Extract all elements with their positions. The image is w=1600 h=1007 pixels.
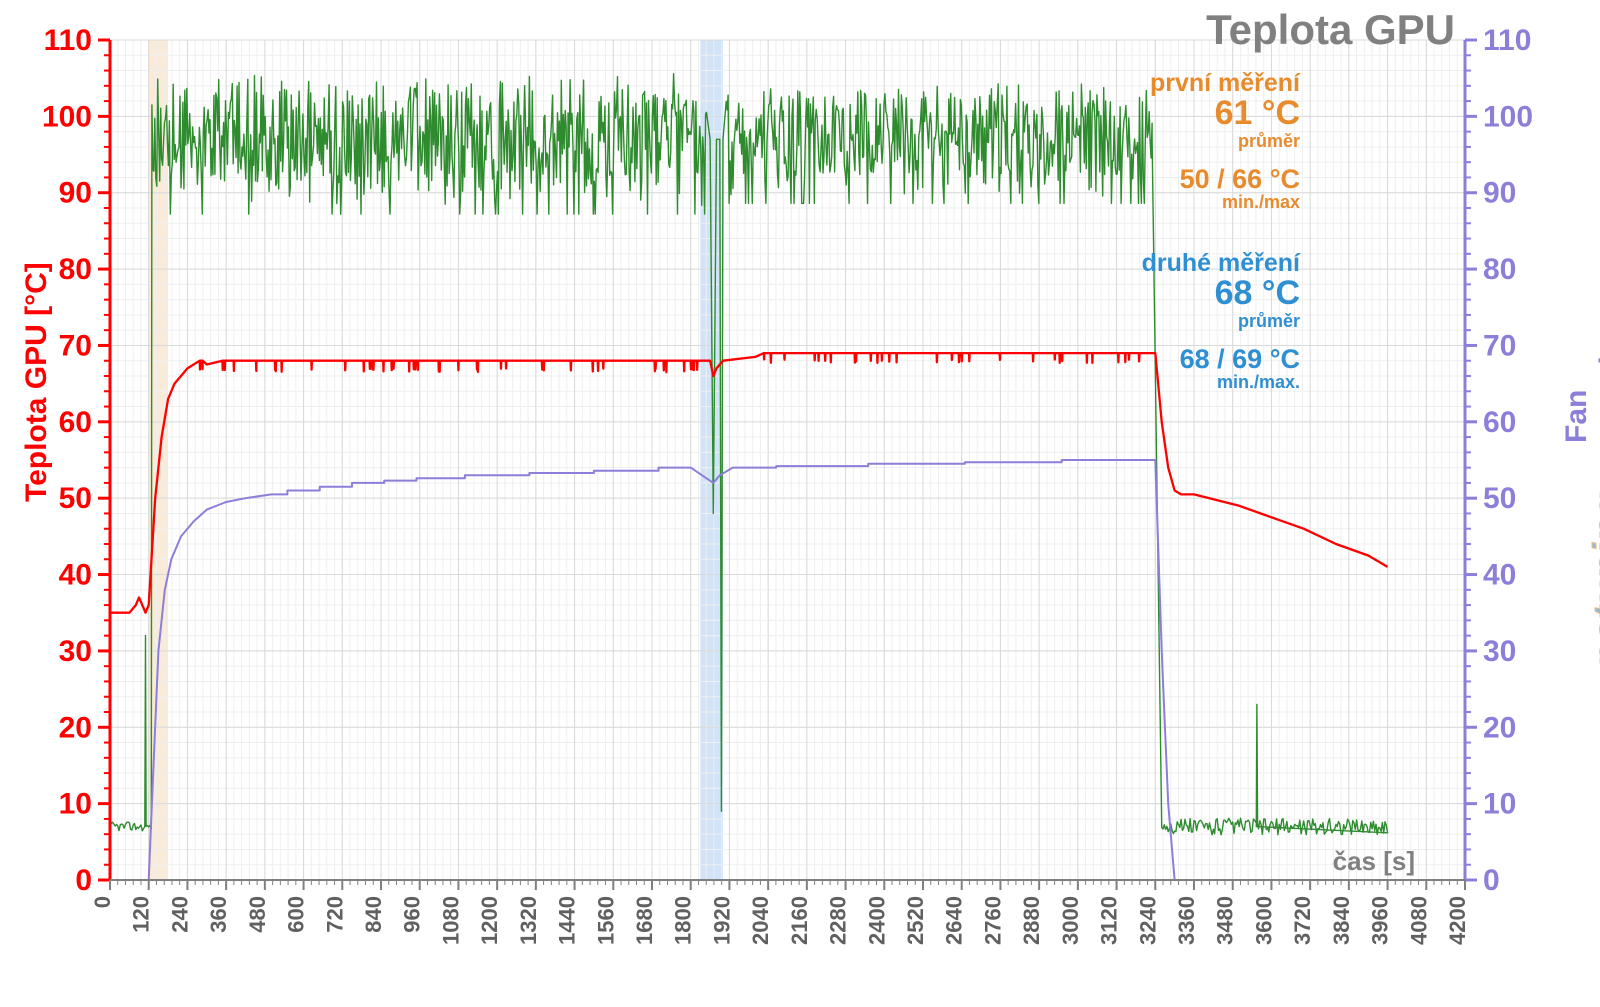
y-left-tick-label: 80 xyxy=(59,253,92,286)
chart-root: 0 10 20 30 40 50 60 70 80 90 100 110 0 10 20 30 40 50 60 70… xyxy=(0,0,1600,1007)
y-left-tick-label: 60 xyxy=(59,406,92,439)
y-left-tick-label: 10 xyxy=(59,788,92,821)
y-right-tick-label: 70 xyxy=(1483,329,1516,362)
annot-first-range-sub: min./max xyxy=(1150,193,1300,212)
y-right-tick-label: 0 xyxy=(1483,864,1500,897)
y-right-tick-label: 110 xyxy=(1483,24,1531,57)
x-tick-label: 1080 xyxy=(438,896,463,945)
x-tick-label: 2400 xyxy=(864,896,889,945)
x-tick-label: 1800 xyxy=(671,896,696,945)
y-right-tick-label: 40 xyxy=(1483,559,1516,592)
annot-first-header: první měření xyxy=(1150,70,1300,96)
x-tick-label: 720 xyxy=(322,896,347,933)
annot-second-range-sub: min./max. xyxy=(1142,373,1300,392)
y-left-tick-label: 70 xyxy=(59,329,92,362)
x-tick-label: 3720 xyxy=(1290,896,1315,945)
y-left-tick-label: 20 xyxy=(59,711,92,744)
annot-first-value-sub: průměr xyxy=(1150,132,1300,151)
x-axis-label: čas [s] xyxy=(1333,846,1415,877)
x-tick-label: 2640 xyxy=(942,896,967,945)
y-right-tick-label: 80 xyxy=(1483,253,1516,286)
x-tick-label: 480 xyxy=(245,896,270,933)
x-tick-label: 1320 xyxy=(516,896,541,945)
annot-first-value: 61 °C xyxy=(1150,96,1300,132)
x-tick-label: 3600 xyxy=(1251,896,1276,945)
y-left-tick-label: 110 xyxy=(44,24,92,57)
annot-second-range: 68 / 69 °C xyxy=(1142,345,1300,373)
x-tick-label: 1560 xyxy=(593,896,618,945)
x-tick-label: 4080 xyxy=(1406,896,1431,945)
x-tick-label: 240 xyxy=(167,896,192,933)
x-tick-label: 2280 xyxy=(826,896,851,945)
x-tick-label: 1680 xyxy=(632,896,657,945)
y-left-tick-label: 40 xyxy=(59,559,92,592)
x-tick-label: 3480 xyxy=(1213,896,1238,945)
x-tick-label: 2760 xyxy=(980,896,1005,945)
y-axis-left-label: Teplota GPU [°C] xyxy=(20,262,54,502)
annotation-second-measurement: druhé měření 68 °C průměr 68 / 69 °C min… xyxy=(1142,250,1300,392)
x-tick-label: 1440 xyxy=(555,896,580,945)
y-right-tick-label: 10 xyxy=(1483,788,1516,821)
annot-second-value: 68 °C xyxy=(1142,276,1300,312)
y-right-tick-label: 30 xyxy=(1483,635,1516,668)
y-right-tick-label: 90 xyxy=(1483,177,1516,210)
x-tick-label: 3120 xyxy=(1097,896,1122,945)
y-right-tick-label: 60 xyxy=(1483,406,1516,439)
y-right-tick-label: 100 xyxy=(1483,100,1533,133)
x-tick-label: 600 xyxy=(284,896,309,933)
x-tick-label: 840 xyxy=(361,896,386,933)
annot-first-range: 50 / 66 °C xyxy=(1150,165,1300,193)
x-tick-label: 4200 xyxy=(1445,896,1470,945)
x-tick-label: 3240 xyxy=(1135,896,1160,945)
x-tick-label: 2040 xyxy=(748,896,773,945)
y-left-tick-label: 0 xyxy=(75,864,92,897)
x-tick-label: 2880 xyxy=(1019,896,1044,945)
annot-second-value-sub: průměr xyxy=(1142,312,1300,331)
x-tick-label: 3840 xyxy=(1329,896,1354,945)
x-tick-label: 0 xyxy=(90,896,115,908)
chart-title: Teplota GPU xyxy=(1206,6,1455,54)
x-tick-label: 2520 xyxy=(903,896,928,945)
x-tick-label: 2160 xyxy=(787,896,812,945)
x-tick-label: 1920 xyxy=(709,896,734,945)
x-tick-label: 360 xyxy=(206,896,231,933)
annotation-first-measurement: první měření 61 °C průměr 50 / 66 °C min… xyxy=(1150,70,1300,212)
y-axis-right-label: Fan speed [%] xyxy=(1560,356,1600,443)
watermark-pctuning: pctuning xyxy=(1586,491,1600,668)
x-tick-label: 120 xyxy=(129,896,154,933)
y-right-tick-label: 20 xyxy=(1483,711,1516,744)
annot-second-header: druhé měření xyxy=(1142,250,1300,276)
x-tick-label: 3960 xyxy=(1368,896,1393,945)
x-tick-label: 3360 xyxy=(1174,896,1199,945)
x-tick-label: 960 xyxy=(400,896,425,933)
y-left-tick-label: 100 xyxy=(42,100,92,133)
y-left-tick-label: 50 xyxy=(59,482,92,515)
x-tick-label: 3000 xyxy=(1058,896,1083,945)
y-right-tick-label: 50 xyxy=(1483,482,1516,515)
y-left-tick-label: 30 xyxy=(59,635,92,668)
y-left-tick-label: 90 xyxy=(59,177,92,210)
x-tick-label: 1200 xyxy=(477,896,502,945)
